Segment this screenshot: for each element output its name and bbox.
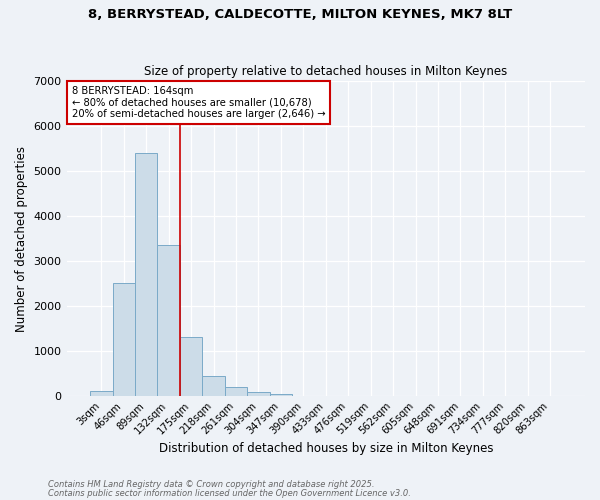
Bar [90, 392, 113, 396]
Text: Contains public sector information licensed under the Open Government Licence v3: Contains public sector information licen… [48, 488, 411, 498]
Bar [135, 153, 157, 396]
Title: Size of property relative to detached houses in Milton Keynes: Size of property relative to detached ho… [144, 66, 508, 78]
Bar [202, 376, 225, 396]
Bar [247, 392, 269, 396]
Y-axis label: Number of detached properties: Number of detached properties [15, 146, 28, 332]
Bar [225, 387, 247, 396]
Bar [113, 284, 135, 396]
X-axis label: Distribution of detached houses by size in Milton Keynes: Distribution of detached houses by size … [158, 442, 493, 455]
Bar [157, 246, 180, 396]
Bar [269, 394, 292, 396]
Bar [180, 338, 202, 396]
Text: 8 BERRYSTEAD: 164sqm
← 80% of detached houses are smaller (10,678)
20% of semi-d: 8 BERRYSTEAD: 164sqm ← 80% of detached h… [72, 86, 325, 119]
Text: 8, BERRYSTEAD, CALDECOTTE, MILTON KEYNES, MK7 8LT: 8, BERRYSTEAD, CALDECOTTE, MILTON KEYNES… [88, 8, 512, 20]
Text: Contains HM Land Registry data © Crown copyright and database right 2025.: Contains HM Land Registry data © Crown c… [48, 480, 374, 489]
